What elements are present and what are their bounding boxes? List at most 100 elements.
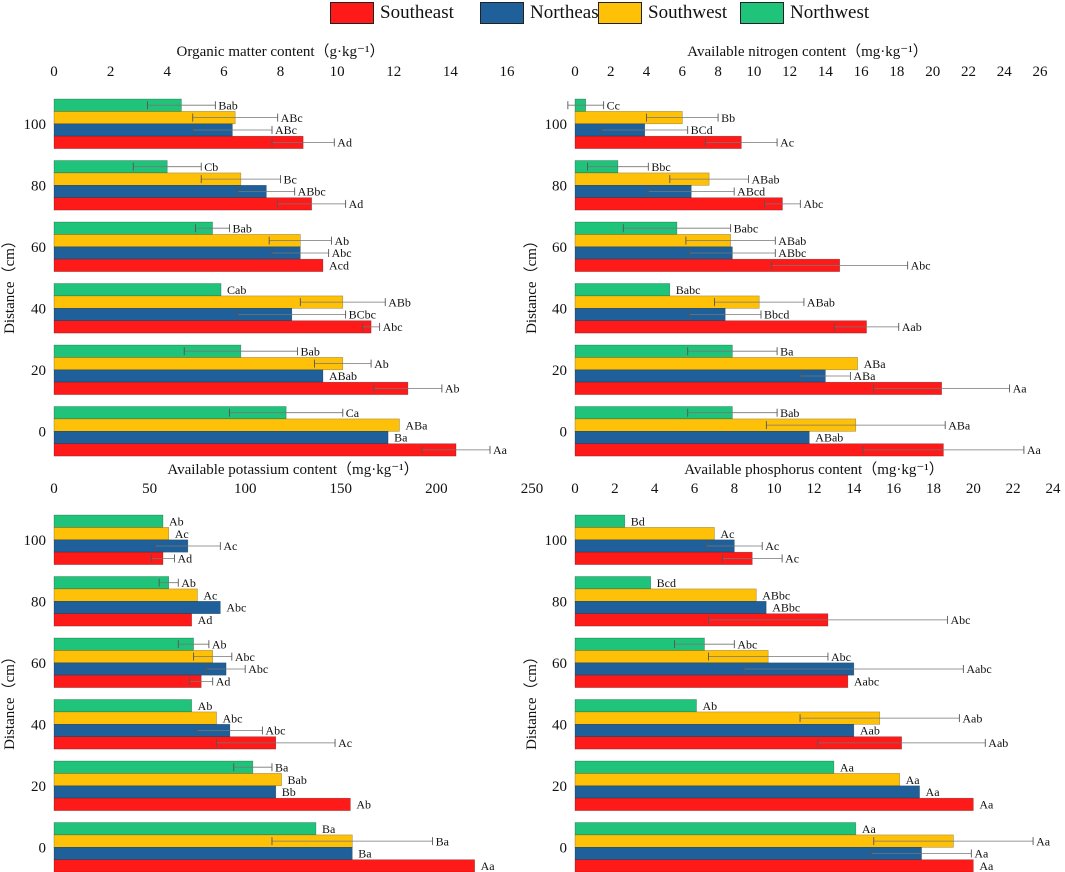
significance-label: ABab: [329, 369, 357, 383]
x-tick-label: 2: [611, 481, 619, 497]
significance-label: Aab: [902, 320, 922, 334]
bar-southeast: [574, 320, 867, 334]
significance-label: Bab: [218, 98, 237, 112]
y-tick-label: 40: [552, 717, 567, 733]
y-tick-label: 0: [560, 840, 568, 856]
bar-southeast: [574, 674, 849, 688]
y-tick-label: 80: [552, 594, 567, 610]
bar-northwest: [574, 576, 651, 590]
y-tick-label: 80: [31, 594, 46, 610]
x-tick-label: 8: [714, 64, 722, 80]
x-tick-label: 16: [886, 481, 902, 497]
significance-label: Ac: [223, 539, 237, 553]
y-tick-label: 20: [31, 779, 46, 795]
y-tick-label: 0: [560, 424, 568, 440]
significance-label: Bd: [631, 514, 645, 528]
x-tick-label: 18: [926, 481, 941, 497]
y-tick-label: 20: [552, 779, 567, 795]
x-tick-label: 14: [846, 481, 862, 497]
x-tick-label: 22: [961, 64, 976, 80]
significance-label: Bb: [282, 785, 296, 799]
bar-northwest: [53, 514, 164, 528]
bar-northeast: [53, 600, 221, 614]
legend-label: Northeast: [530, 2, 604, 23]
y-tick-label: 40: [31, 301, 46, 317]
significance-label: ABb: [388, 295, 411, 309]
y-axis-label: Distance（cm）: [1, 649, 18, 750]
bar-northwest: [53, 699, 192, 713]
bar-northeast: [574, 846, 922, 860]
significance-label: Ab: [356, 798, 371, 812]
significance-label: Acd: [329, 259, 349, 273]
x-tick-label: 200: [425, 481, 448, 497]
significance-label: Babc: [734, 221, 759, 235]
significance-label: Bbcd: [764, 308, 789, 322]
x-tick-label: 16: [500, 64, 516, 80]
bar-northeast: [53, 785, 277, 799]
x-tick-label: 0: [50, 481, 58, 497]
significance-label: Abc: [248, 662, 268, 676]
chart-organic: Organic matter content（g·kg⁻¹） 0 2 4 6 8 10 12 1…: [1, 43, 515, 457]
significance-label: Abc: [383, 320, 403, 334]
significance-label: Bcd: [657, 576, 676, 590]
y-tick-label: 60: [31, 240, 46, 256]
y-tick-label: 80: [552, 178, 567, 194]
y-tick-label: 20: [31, 363, 46, 379]
significance-label: Bab: [288, 773, 307, 787]
significance-label: Aa: [862, 822, 877, 836]
significance-label: Aa: [1027, 443, 1042, 457]
x-tick-label: 14: [443, 64, 459, 80]
bar-southeast: [574, 859, 974, 872]
bar-southeast: [53, 258, 324, 272]
significance-label: Aab: [860, 724, 880, 738]
significance-label: ABa: [948, 418, 971, 432]
bar-southeast: [53, 551, 164, 565]
bar-southeast: [53, 320, 372, 334]
x-tick-label: 26: [1033, 64, 1049, 80]
significance-label: Aa: [840, 760, 855, 774]
significance-label: Bc: [284, 172, 297, 186]
bar-southwest: [53, 357, 344, 371]
x-tick-label: 50: [142, 481, 157, 497]
significance-label: ABbc: [778, 246, 806, 260]
bar-southwest: [53, 650, 213, 664]
bar-northeast: [53, 246, 301, 260]
significance-label: Aa: [481, 859, 496, 872]
bar-southwest: [53, 418, 400, 432]
significance-label: Ad: [216, 675, 231, 689]
x-tick-label: 22: [1006, 481, 1021, 497]
significance-label: Ca: [346, 406, 360, 420]
legend-swatch: [740, 2, 784, 24]
significance-label: Ac: [203, 588, 217, 602]
x-tick-label: 0: [571, 64, 579, 80]
significance-label: Ad: [198, 613, 213, 627]
significance-label: Ab: [374, 357, 389, 371]
bar-northwest: [53, 760, 254, 774]
x-tick-label: 6: [679, 64, 687, 80]
legend-swatch: [480, 2, 524, 24]
y-axis-label: Distance（cm）: [1, 233, 18, 334]
significance-label: Ab: [334, 234, 349, 248]
legend: Southeast Northeast Southwest Northwest: [0, 0, 1065, 28]
significance-label: ABc: [275, 123, 297, 137]
significance-label: Ad: [337, 136, 352, 150]
x-tick-label: 4: [643, 64, 651, 80]
x-tick-label: 8: [731, 481, 739, 497]
significance-label: Cab: [227, 283, 246, 297]
bar-northwest: [53, 822, 317, 836]
significance-label: Aa: [1036, 834, 1051, 848]
legend-item-southwest: Southwest: [598, 0, 727, 26]
significance-label: Ac: [785, 552, 799, 566]
y-tick-label: 40: [552, 301, 567, 317]
x-tick-label: 0: [50, 64, 58, 80]
significance-label: Ba: [394, 431, 408, 445]
bar-northeast: [574, 600, 767, 614]
bar-northwest: [574, 283, 671, 297]
significance-label: Abc: [831, 650, 851, 664]
significance-label: Aab: [962, 711, 982, 725]
significance-label: Ba: [358, 847, 372, 861]
significance-label: Ba: [780, 344, 794, 358]
significance-label: Bab: [780, 406, 799, 420]
significance-label: BCd: [691, 123, 713, 137]
bar-southwest: [53, 711, 217, 725]
